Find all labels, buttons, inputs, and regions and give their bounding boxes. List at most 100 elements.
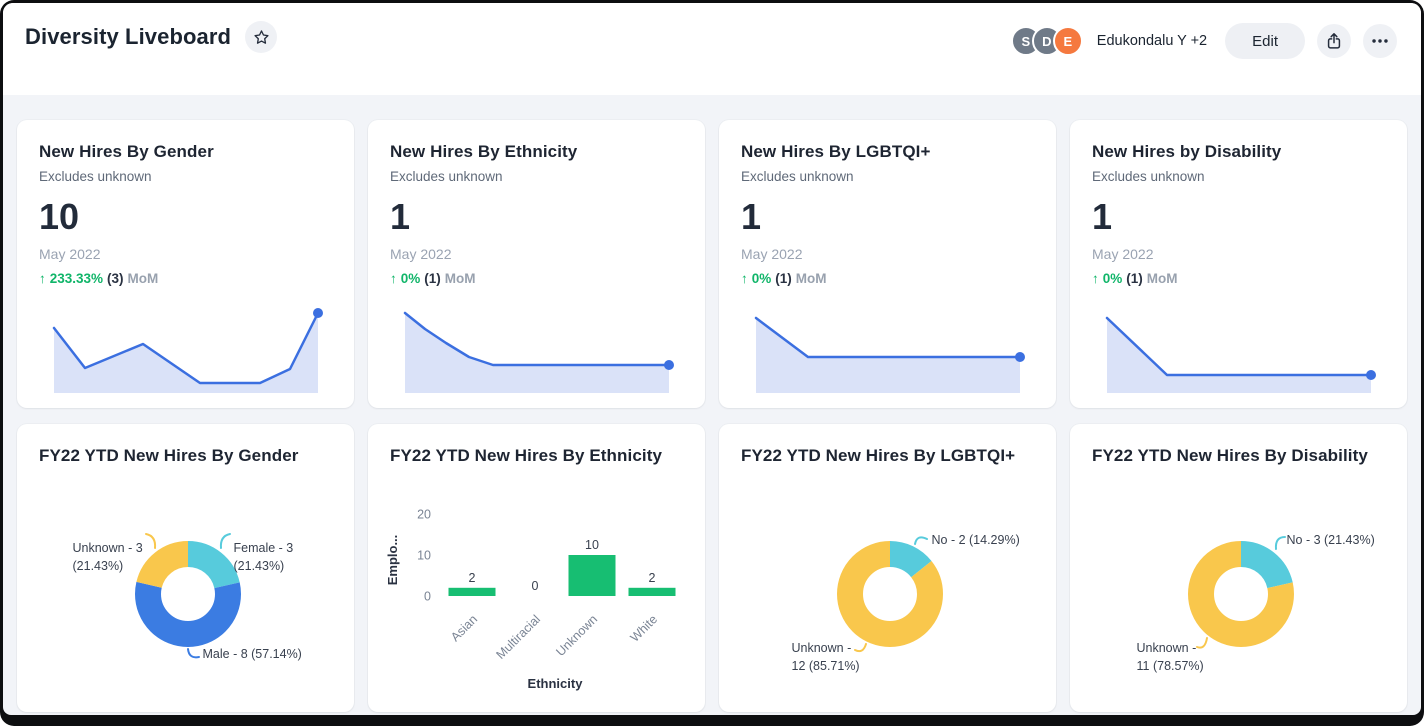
trend-up-icon: ↑ bbox=[1092, 271, 1099, 286]
donut-chart[interactable] bbox=[720, 482, 1056, 710]
avatar[interactable]: E bbox=[1052, 26, 1083, 56]
y-axis-label: Emplo... bbox=[385, 535, 400, 586]
y-tick: 20 bbox=[417, 508, 431, 522]
card-title: New Hires By Ethnicity bbox=[390, 142, 578, 161]
slice-label-unknown: Unknown - 11 (78.57%) bbox=[1136, 641, 1204, 673]
slice-label-unknown: Unknown - 12 (85.71%) bbox=[791, 641, 860, 673]
kpi-change: ↑ 0% (1) MoM bbox=[1092, 271, 1385, 286]
sparkline-fill bbox=[755, 318, 1020, 393]
sparkline-fill bbox=[53, 313, 318, 393]
donut-card-gender[interactable]: FY22 YTD New Hires By Gender Unknown - 3… bbox=[17, 424, 354, 712]
x-axis-label: Ethnicity bbox=[527, 676, 583, 691]
card-title: FY22 YTD New Hires By Gender bbox=[39, 446, 299, 465]
kpi-value: 1 bbox=[741, 196, 762, 237]
donut-slice-male[interactable] bbox=[134, 541, 241, 647]
y-tick: 10 bbox=[417, 549, 431, 563]
x-tick: White bbox=[627, 612, 660, 645]
slice-label-unknown: Unknown - 3 (21.43%) bbox=[72, 541, 143, 573]
donut-slice-unknown[interactable] bbox=[836, 541, 943, 647]
card-title: New Hires by Disability bbox=[1092, 142, 1282, 161]
sparkline-endpoint bbox=[663, 360, 674, 370]
card-title: FY22 YTD New Hires By LGBTQI+ bbox=[741, 446, 1016, 465]
card-subtitle: Excludes unknown bbox=[741, 169, 854, 184]
change-percent: 0% bbox=[1102, 271, 1123, 286]
shared-avatars[interactable]: S D E bbox=[1010, 26, 1083, 56]
y-tick: 0 bbox=[424, 590, 431, 604]
kpi-card-gender[interactable]: New Hires By Gender Excludes unknown 10 … bbox=[17, 120, 354, 408]
label-connector bbox=[219, 533, 231, 549]
donut-card-lgbtqi[interactable]: FY22 YTD New Hires By LGBTQI+ No - 2 (14… bbox=[719, 424, 1056, 712]
change-absolute: (1) bbox=[1126, 271, 1143, 286]
label-connector bbox=[1195, 637, 1208, 649]
change-absolute: (1) bbox=[424, 271, 441, 286]
bar-value-label: 10 bbox=[585, 538, 599, 552]
change-period: MoM bbox=[1146, 271, 1178, 286]
avatar[interactable]: D bbox=[1031, 26, 1062, 56]
card-subtitle: Excludes unknown bbox=[390, 169, 503, 184]
bar-card-ethnicity[interactable]: FY22 YTD New Hires By Ethnicity 0 10 20 Emp… bbox=[368, 424, 705, 712]
sparkline-chart[interactable] bbox=[52, 308, 323, 393]
donut-slice-unknown[interactable] bbox=[134, 541, 241, 647]
change-percent: 0% bbox=[400, 271, 421, 286]
shared-users-label: Edukondalu Y +2 bbox=[1096, 33, 1208, 49]
change-percent: 0% bbox=[751, 271, 772, 286]
donut-chart[interactable] bbox=[18, 482, 354, 710]
header-actions: S D E Edukondalu Y +2 Edit bbox=[1010, 21, 1397, 59]
sparkline-chart[interactable] bbox=[403, 311, 674, 393]
kpi-card-lgbtqi[interactable]: New Hires By LGBTQI+ Excludes unknown 1 … bbox=[719, 120, 1056, 408]
sparkline-line bbox=[403, 311, 670, 367]
change-absolute: (1) bbox=[775, 271, 792, 286]
donut-ring[interactable] bbox=[1187, 541, 1294, 647]
bar-chart[interactable]: 0 10 20 Emplo... 2 Asian 0 Multiracial 10 Unknown… bbox=[369, 482, 705, 710]
share-icon bbox=[1327, 33, 1341, 49]
sparkline-chart[interactable] bbox=[754, 313, 1025, 393]
card-title: FY22 YTD New Hires By Disability bbox=[1092, 446, 1368, 465]
title-row: Diversity Liveboard bbox=[25, 21, 278, 53]
liveboard-screen: Diversity Liveboard S D E Edukondalu Y +… bbox=[3, 3, 1421, 715]
donut-ring[interactable] bbox=[134, 541, 241, 647]
slice-label-no: No - 2 (14.29%) bbox=[931, 533, 1020, 547]
more-button[interactable] bbox=[1363, 24, 1397, 58]
edit-button[interactable]: Edit bbox=[1225, 23, 1305, 59]
chart-area: Unknown - 3 (21.43%) Female - 3 (21.43%)… bbox=[17, 482, 354, 712]
change-absolute: (3) bbox=[107, 271, 124, 286]
slice-label-female: Female - 3 (21.43%) bbox=[233, 541, 294, 573]
change-period: MoM bbox=[444, 271, 476, 286]
bar[interactable] bbox=[448, 587, 495, 596]
kpi-change: ↑ 0% (1) MoM bbox=[741, 271, 1034, 286]
bar[interactable] bbox=[568, 555, 615, 596]
donut-chart[interactable] bbox=[1071, 482, 1407, 710]
x-tick: Asian bbox=[448, 612, 480, 644]
label-connector bbox=[1274, 536, 1286, 550]
change-percent: 233.33% bbox=[49, 271, 104, 286]
kpi-card-ethnicity[interactable]: New Hires By Ethnicity Excludes unknown … bbox=[368, 120, 705, 408]
donut-card-disability[interactable]: FY22 YTD New Hires By Disability No - 3 … bbox=[1070, 424, 1407, 712]
kpi-period: May 2022 bbox=[1092, 246, 1154, 262]
card-subtitle: Excludes unknown bbox=[39, 169, 152, 184]
star-icon bbox=[254, 29, 269, 44]
donut-slice-unknown[interactable] bbox=[1187, 541, 1294, 647]
sparkline-line bbox=[52, 311, 319, 385]
share-button[interactable] bbox=[1317, 24, 1351, 58]
sparkline-line bbox=[754, 316, 1021, 359]
label-connector bbox=[186, 648, 200, 659]
kpi-change: ↑ 233.33% (3) MoM bbox=[39, 271, 332, 286]
kpi-card-disability[interactable]: New Hires by Disability Excludes unknown… bbox=[1070, 120, 1407, 408]
card-title: New Hires By LGBTQI+ bbox=[741, 142, 931, 161]
sparkline-fill bbox=[1106, 318, 1371, 393]
liveboard-header: Diversity Liveboard S D E Edukondalu Y +… bbox=[3, 3, 1421, 95]
bar-value-label: 0 bbox=[531, 579, 538, 593]
sparkline-endpoint bbox=[312, 308, 323, 318]
donut-ring[interactable] bbox=[836, 541, 943, 647]
kpi-period: May 2022 bbox=[390, 246, 452, 262]
slice-label-no: No - 3 (21.43%) bbox=[1286, 533, 1375, 547]
chart-area: No - 3 (21.43%) Unknown - 11 (78.57%) bbox=[1070, 482, 1407, 712]
bar-value-label: 2 bbox=[648, 571, 655, 585]
sparkline-fill bbox=[404, 313, 669, 393]
favorite-button[interactable] bbox=[245, 21, 278, 53]
bar-value-label: 2 bbox=[468, 571, 475, 585]
bar[interactable] bbox=[628, 587, 675, 596]
sparkline-chart[interactable] bbox=[1105, 313, 1376, 393]
page-title: Diversity Liveboard bbox=[25, 24, 232, 49]
